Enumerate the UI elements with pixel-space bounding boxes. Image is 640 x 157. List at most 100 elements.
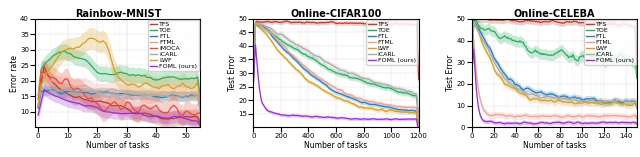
FOML (ours)	[96, 109, 104, 111]
TOE	[196, 99, 204, 100]
Y-axis label: Error rate: Error rate	[10, 54, 19, 92]
iCARL	[413, 102, 421, 103]
FOML (ours)	[549, 122, 557, 123]
TOE	[313, 60, 321, 62]
X-axis label: Number of tasks: Number of tasks	[305, 141, 367, 150]
TFS	[549, 20, 557, 22]
FTML	[372, 102, 380, 104]
iMOCA	[35, 107, 42, 109]
TFS	[283, 20, 291, 22]
FTL	[569, 96, 577, 98]
TOE	[96, 73, 104, 75]
FTML	[313, 75, 321, 77]
iCARL	[633, 107, 640, 109]
LWF	[372, 109, 380, 111]
TFS	[250, 78, 257, 80]
FOML (ours)	[129, 112, 136, 114]
TOE	[573, 60, 581, 62]
Line: TOE: TOE	[253, 23, 419, 122]
Line: iCARL: iCARL	[38, 88, 200, 112]
TFS	[631, 25, 639, 27]
iCARL	[631, 100, 639, 102]
LWF	[569, 102, 577, 104]
FTL	[49, 89, 57, 91]
TOE	[569, 54, 577, 55]
FTML	[413, 113, 421, 115]
iCARL	[143, 93, 151, 95]
FTML	[269, 33, 276, 35]
TFS	[313, 22, 321, 24]
FTL	[252, 23, 259, 25]
FTML	[250, 78, 257, 80]
X-axis label: Number of tasks: Number of tasks	[86, 141, 150, 150]
FTML	[161, 91, 169, 93]
iMOCA	[96, 106, 104, 108]
Line: TFS: TFS	[472, 19, 637, 67]
TFS	[37, 81, 45, 83]
FTML	[527, 116, 535, 118]
iCARL	[344, 73, 352, 74]
Line: LWF: LWF	[38, 38, 200, 106]
TOE	[252, 22, 259, 24]
FOML (ours)	[413, 123, 421, 125]
FTL	[96, 91, 104, 92]
Line: FOML (ours): FOML (ours)	[38, 90, 200, 126]
iCARL	[573, 100, 581, 102]
TOE	[250, 78, 257, 80]
FTL	[468, 73, 476, 75]
LWF	[313, 85, 321, 87]
FOML (ours)	[250, 84, 257, 86]
LWF	[269, 42, 276, 44]
FTL	[129, 94, 136, 96]
iCARL	[372, 82, 380, 84]
TFS	[143, 113, 151, 115]
FOML (ours)	[269, 112, 276, 114]
iCARL	[415, 119, 422, 120]
FOML (ours)	[37, 101, 45, 103]
FTL	[372, 104, 380, 106]
iCARL	[269, 29, 276, 31]
Y-axis label: Test Error: Test Error	[446, 55, 455, 91]
FOML (ours)	[468, 77, 476, 79]
iMOCA	[143, 106, 151, 108]
FTML	[383, 104, 391, 106]
TFS	[527, 20, 535, 22]
LWF	[344, 101, 352, 103]
Line: FOML (ours): FOML (ours)	[253, 45, 419, 134]
iCARL	[470, 21, 477, 23]
FTL	[196, 110, 204, 112]
TOE	[584, 53, 592, 55]
Line: TOE: TOE	[472, 19, 637, 78]
TOE	[138, 75, 145, 77]
TFS	[40, 66, 48, 68]
FTL	[415, 129, 422, 131]
TFS	[138, 113, 145, 114]
LWF	[633, 108, 640, 109]
LWF	[35, 105, 42, 107]
FTML	[96, 90, 104, 92]
LWF	[250, 78, 257, 80]
TOE	[413, 104, 421, 106]
FTML	[35, 95, 42, 97]
LWF	[161, 85, 169, 87]
Y-axis label: Test Error: Test Error	[228, 55, 237, 91]
TFS	[413, 42, 421, 44]
FOML (ours)	[161, 117, 169, 119]
LWF	[138, 85, 145, 87]
LWF	[527, 99, 535, 101]
TFS	[196, 122, 204, 124]
iCARL	[569, 97, 577, 99]
Line: iCARL: iCARL	[472, 22, 637, 108]
FTL	[269, 36, 276, 38]
FTML	[344, 94, 352, 95]
Line: TOE: TOE	[38, 51, 200, 100]
TOE	[35, 94, 42, 96]
TFS	[35, 98, 42, 100]
LWF	[129, 83, 136, 85]
iCARL	[161, 95, 169, 97]
iCARL	[40, 88, 48, 90]
FTL	[383, 106, 391, 108]
LWF	[37, 84, 45, 86]
iMOCA	[196, 112, 204, 114]
TOE	[372, 84, 380, 86]
